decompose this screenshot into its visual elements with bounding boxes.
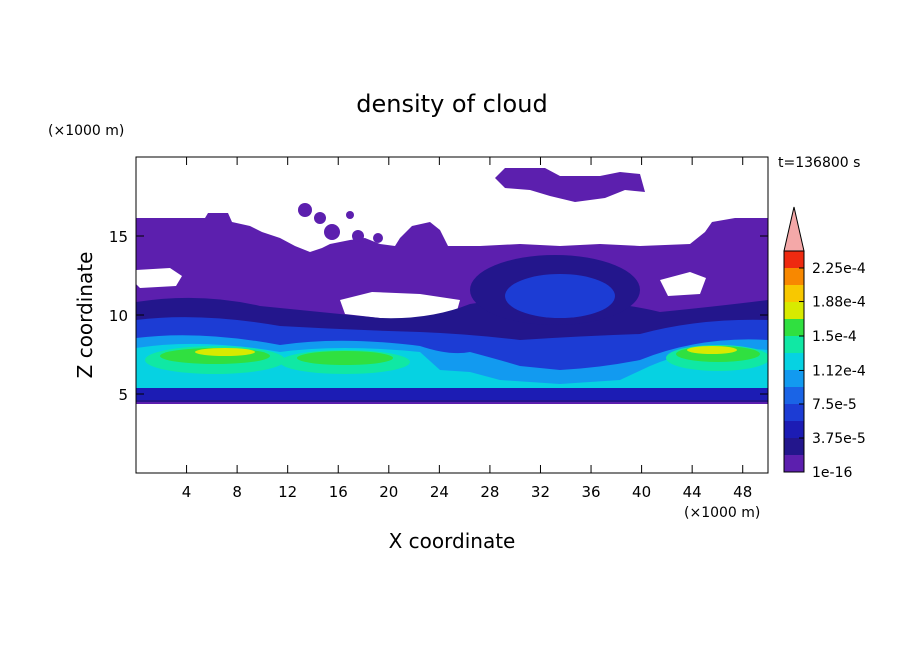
colorbar-band: [784, 370, 804, 387]
colorbar-extend: [783, 206, 805, 252]
colorbar-band: [784, 251, 804, 268]
x-tick-label: 32: [531, 483, 550, 501]
x-tick-label: 20: [379, 483, 398, 501]
x-tick-label: 24: [430, 483, 449, 501]
colorbar-band: [784, 404, 804, 421]
x-tick-label: 4: [182, 483, 192, 501]
x-tick-label: 48: [733, 483, 752, 501]
chart-title: density of cloud: [356, 90, 547, 118]
y-tick-label: 5: [118, 386, 128, 404]
colorbar-tick-label: 2.25e-4: [812, 261, 866, 277]
x-axis-label: X coordinate: [389, 529, 516, 553]
colorbar-band: [784, 421, 804, 438]
colorbar-band: [784, 455, 804, 472]
x-tick-label: 44: [683, 483, 702, 501]
colorbar-band: [784, 268, 804, 285]
colorbar-band: [784, 353, 804, 370]
colorbar-band: [784, 319, 804, 336]
x-tick-label: 40: [632, 483, 651, 501]
x-tick-label: 16: [329, 483, 348, 501]
time-label: t=136800 s: [778, 155, 860, 171]
colorbar-band: [784, 302, 804, 319]
y-unit: (×1000 m): [48, 123, 124, 139]
y-tick-label: 10: [109, 307, 128, 325]
x-tick-label: 12: [278, 483, 297, 501]
y-axis-label: Z coordinate: [73, 252, 97, 379]
x-tick-label: 8: [232, 483, 242, 501]
colorbar: 1e-16 3.75e-5 7.5e-5 1.12e-4 1.5e-4 1.88e-4 2.…: [783, 206, 866, 481]
colorbar-tick-label: 7.5e-5: [812, 397, 857, 413]
colorbar-tick-label: 1.12e-4: [812, 363, 866, 379]
colorbar-band: [784, 387, 804, 404]
x-tick-label: 28: [480, 483, 499, 501]
colorbar-band: [784, 438, 804, 455]
x-unit: (×1000 m): [684, 505, 760, 521]
colorbar-tick-label: 1e-16: [812, 465, 852, 481]
contour-field: [136, 168, 768, 404]
colorbar-frame: [783, 250, 805, 473]
colorbar-tick-label: 1.88e-4: [812, 295, 866, 311]
colorbar-band: [784, 285, 804, 302]
x-tick-label: 36: [581, 483, 600, 501]
colorbar-band: [784, 336, 804, 353]
colorbar-tick-label: 3.75e-5: [812, 431, 866, 447]
colorbar-tick-label: 1.5e-4: [812, 329, 857, 345]
y-tick-label: 15: [109, 228, 128, 246]
